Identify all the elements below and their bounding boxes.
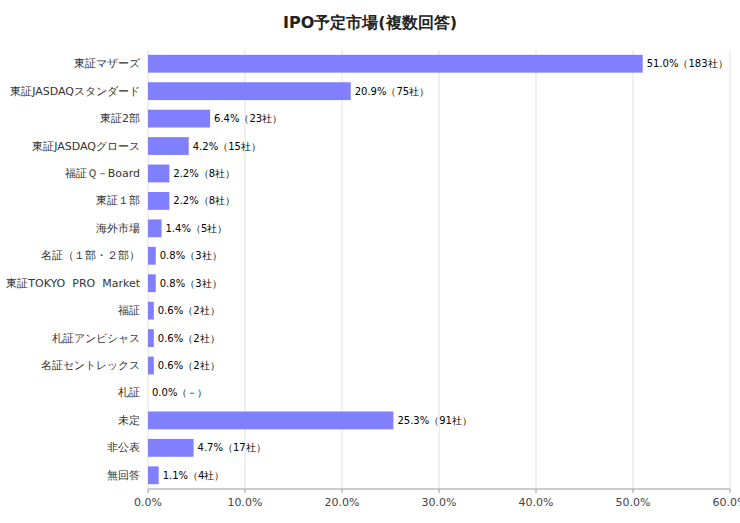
bar	[148, 219, 162, 237]
value-label: 1.4%（5社）	[166, 223, 228, 234]
tick-mark	[342, 489, 343, 493]
category-label: 無回答	[107, 469, 140, 482]
bar	[148, 411, 393, 429]
category-label: 東証マザーズ	[74, 57, 141, 70]
bar	[148, 137, 189, 155]
value-labels: 51.0%（183社） 20.9%（75社） 6.4%（23社） 4.2%（15社） 2…	[152, 58, 728, 481]
category-label: 名証（１部・２部）	[41, 249, 140, 262]
x-ticks: 0.0% 10.0% 20.0% 30.0% 40.0% 50.0% 60.0%	[134, 489, 740, 509]
bar	[148, 384, 149, 402]
tick-label: 40.0%	[519, 496, 554, 509]
value-label: 0.8%（3社）	[160, 250, 222, 261]
bar	[148, 165, 169, 183]
category-label: 東証2部	[100, 112, 140, 125]
bar	[148, 247, 156, 265]
bar	[148, 110, 210, 128]
category-label: 東証TOKYO PRO Market	[6, 277, 140, 290]
value-label: 1.1%（4社）	[163, 470, 225, 481]
bar	[148, 55, 643, 73]
category-label: 札証アンビシャス	[52, 332, 140, 345]
bar	[148, 82, 351, 100]
tick-label: 30.0%	[422, 496, 457, 509]
value-label: 0.0%（－）	[152, 387, 207, 398]
bar	[148, 329, 154, 347]
tick-mark	[245, 489, 246, 493]
category-label: 東証JASDAQスタンダード	[10, 85, 140, 98]
category-label: 東証１部	[96, 194, 140, 207]
value-label: 0.6%（2社）	[158, 305, 220, 316]
grid-line	[536, 50, 537, 489]
bar	[148, 192, 169, 210]
category-label: 札証	[118, 386, 140, 399]
bar	[148, 302, 154, 320]
tick-mark	[730, 489, 731, 493]
value-label: 2.2%（8社）	[173, 195, 235, 206]
value-label: 20.9%（75社）	[355, 86, 430, 97]
grid-line	[633, 50, 634, 489]
bar	[148, 274, 156, 292]
category-label: 福証Ｑ－Board	[65, 167, 140, 180]
tick-label: 20.0%	[325, 496, 360, 509]
grid-line	[730, 50, 731, 489]
value-label: 25.3%（91社）	[397, 415, 472, 426]
bar	[148, 357, 154, 375]
category-label: 福証	[118, 304, 140, 317]
tick-mark	[536, 489, 537, 493]
tick-mark	[439, 489, 440, 493]
tick-label: 60.0%	[713, 496, 740, 509]
category-label: 海外市場	[96, 222, 140, 235]
tick-mark	[148, 489, 149, 493]
category-label: 東証JASDAQグロース	[32, 140, 140, 153]
value-label: 2.2%（8社）	[173, 168, 235, 179]
tick-mark	[633, 489, 634, 493]
chart: IPO予定市場(複数回答) 東証マザーズ東証JASDAQスタンダード東証2部東証J…	[0, 0, 740, 523]
bar	[148, 466, 159, 484]
x-axis-line	[148, 489, 730, 490]
value-label: 6.4%（23社）	[214, 113, 282, 124]
bars	[148, 55, 643, 484]
value-label: 0.6%（2社）	[158, 360, 220, 371]
category-label: 非公表	[107, 441, 140, 454]
category-label: 名証セントレックス	[41, 359, 140, 372]
value-label: 4.7%（17社）	[198, 442, 266, 453]
tick-label: 0.0%	[134, 496, 162, 509]
title: IPO予定市場(複数回答)	[283, 13, 457, 32]
value-label: 0.6%（2社）	[158, 333, 220, 344]
value-label: 0.8%（3社）	[160, 278, 222, 289]
tick-label: 50.0%	[616, 496, 651, 509]
category-labels: 東証マザーズ東証JASDAQスタンダード東証2部東証JASDAQグロース福証Ｑ－…	[6, 57, 141, 482]
tick-label: 10.0%	[228, 496, 263, 509]
bar	[148, 439, 194, 457]
value-label: 51.0%（183社）	[647, 58, 728, 69]
grid	[148, 50, 730, 489]
category-label: 未定	[118, 414, 140, 427]
value-label: 4.2%（15社）	[193, 141, 261, 152]
